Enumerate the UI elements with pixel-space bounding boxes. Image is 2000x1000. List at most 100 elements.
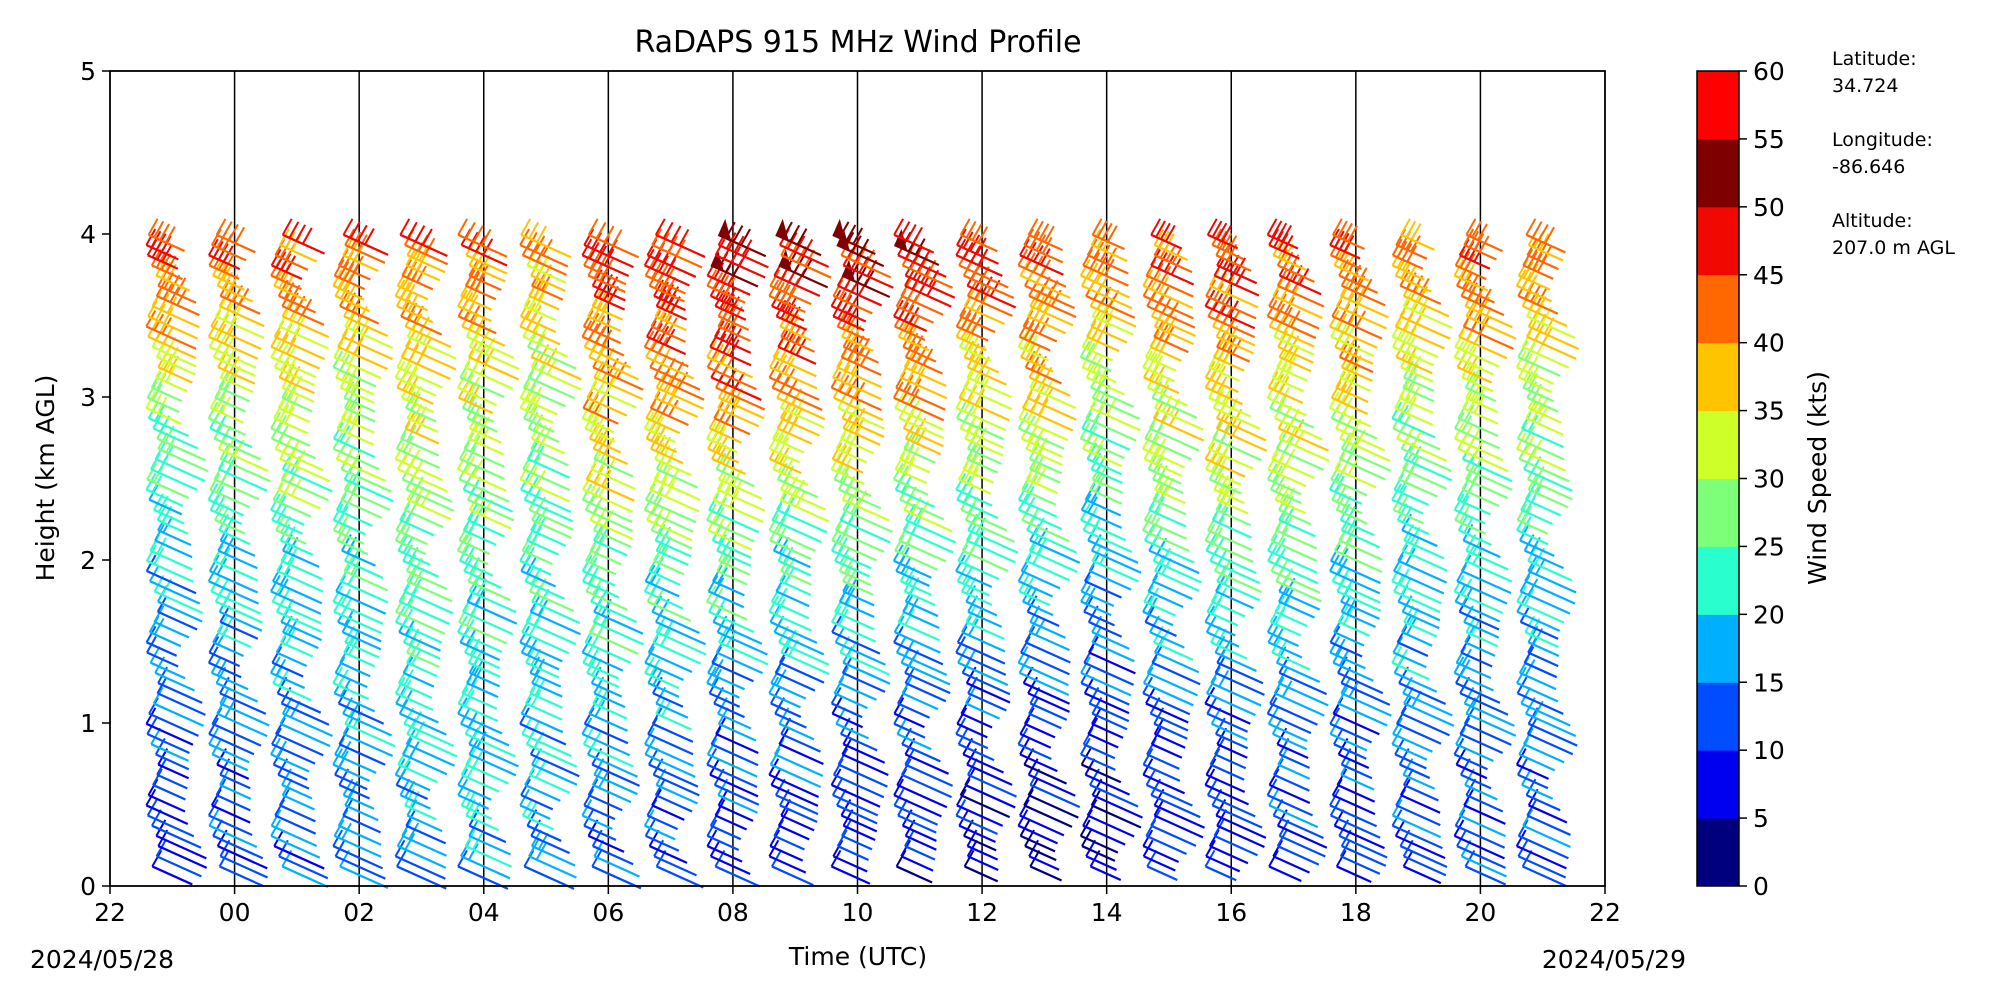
wind-barb-flag (528, 839, 539, 857)
wind-barb-flag (587, 778, 599, 796)
wind-barb (1087, 539, 1139, 564)
wind-barb-flag (1100, 286, 1112, 304)
wind-barb-flag (270, 411, 281, 429)
wind-barb (582, 651, 624, 672)
wind-barb (1214, 753, 1247, 770)
wind-barb-flag (341, 822, 352, 840)
wind-barb (593, 620, 645, 646)
wind-barb (1455, 682, 1501, 704)
wind-barb (1402, 549, 1448, 572)
wind-barb (276, 651, 308, 668)
wind-barb-flag (1213, 283, 1224, 301)
altitude-value: 207.0 m AGL (1832, 237, 1955, 259)
wind-barb (1090, 865, 1122, 882)
wind-barb-flag (768, 513, 780, 531)
wind-barb (1340, 600, 1380, 620)
wind-barb-flag (1415, 307, 1427, 325)
wind-barb-flag (1401, 243, 1413, 261)
wind-barb-flag (281, 218, 293, 236)
wind-barb-flag (1281, 224, 1292, 242)
wind-barb-pennant (832, 218, 846, 241)
wind-barb-flag (524, 768, 535, 786)
wind-barb (840, 814, 878, 833)
wind-barb (780, 651, 830, 676)
wind-barb (208, 580, 259, 605)
wind-barb (1024, 845, 1057, 862)
wind-barb (835, 529, 885, 553)
wind-barb-flag (535, 843, 547, 861)
wind-barb (1464, 865, 1507, 886)
wind-barb-flag (1154, 332, 1166, 350)
wind-barb-flag (597, 455, 609, 473)
wind-barb (405, 824, 447, 845)
wind-barb (335, 590, 387, 615)
wind-barb-flag (773, 819, 785, 837)
wind-barb-flag (215, 323, 227, 341)
wind-barb-flag (1153, 262, 1164, 280)
wind-barb-flag (460, 788, 472, 806)
wind-barb-flag (850, 426, 862, 444)
wind-barb (644, 753, 696, 778)
wind-barb-flag (1329, 788, 1340, 806)
wind-barb (399, 712, 447, 736)
wind-barb-flag (285, 337, 297, 355)
wind-barb (583, 804, 616, 821)
wind-barb (279, 804, 316, 823)
wind-barb-flag (285, 255, 297, 273)
wind-barb (208, 732, 255, 756)
wind-barb-flag (586, 556, 598, 574)
wind-barb (1332, 794, 1376, 816)
wind-barb-flag (222, 303, 234, 321)
wind-barb (395, 620, 443, 644)
wind-barb (1018, 580, 1053, 598)
wind-barb (904, 763, 954, 787)
wind-barb-flag (150, 727, 162, 745)
wind-barb-flag (725, 325, 737, 343)
wind-barb-flag (472, 225, 484, 243)
wind-barb-flag (706, 819, 718, 837)
wind-barb-flag (713, 401, 725, 419)
wind-barb (1402, 773, 1436, 790)
wind-barb-flag (395, 595, 406, 613)
wind-barb-flag (1169, 299, 1180, 317)
colorbar-tick-label: 10 (1753, 736, 1785, 765)
wind-barb-flag (396, 350, 408, 368)
wind-barb-flag (456, 371, 468, 389)
wind-barb-flag (1160, 265, 1172, 283)
wind-barb-flag (772, 534, 784, 552)
wind-barb-flag (1521, 330, 1533, 348)
wind-barb-flag (208, 636, 220, 653)
wind-barb-flag (1035, 467, 1047, 485)
wind-barb-flag (647, 666, 659, 684)
wind-barb-flag (843, 353, 855, 371)
wind-barb-flag (604, 458, 616, 476)
wind-barb-flag (1274, 595, 1286, 613)
wind-barb-flag (711, 442, 722, 460)
wind-barb (1401, 631, 1433, 647)
wind-barb (1516, 682, 1559, 703)
wind-barb (342, 814, 382, 834)
wind-barb (1329, 722, 1372, 744)
wind-barb-flag (963, 395, 975, 413)
wind-barb-flag (340, 483, 352, 501)
wind-barb-flag (1017, 483, 1029, 501)
wind-barb-flag (400, 679, 412, 697)
wind-barb-flag (526, 442, 538, 460)
wind-barb-flag (472, 832, 483, 850)
wind-barb-flag (662, 221, 674, 239)
wind-barb (145, 722, 194, 746)
wind-barb-flag (830, 768, 842, 786)
wind-barb-flag (519, 299, 531, 317)
wind-barb-flag (1043, 225, 1055, 243)
wind-barb (1087, 732, 1119, 749)
wind-barb (531, 682, 563, 698)
wind-barb-flag (462, 513, 474, 531)
wind-barb (153, 702, 205, 727)
wind-barb-flag (1148, 587, 1160, 605)
wind-barb-flag (166, 296, 178, 314)
wind-barb-flag (533, 445, 545, 463)
wind-barb-flag (468, 313, 479, 331)
wind-barb-flag (1142, 666, 1154, 684)
wind-barb-flag (840, 422, 851, 440)
wind-barb-flag (1084, 758, 1096, 776)
